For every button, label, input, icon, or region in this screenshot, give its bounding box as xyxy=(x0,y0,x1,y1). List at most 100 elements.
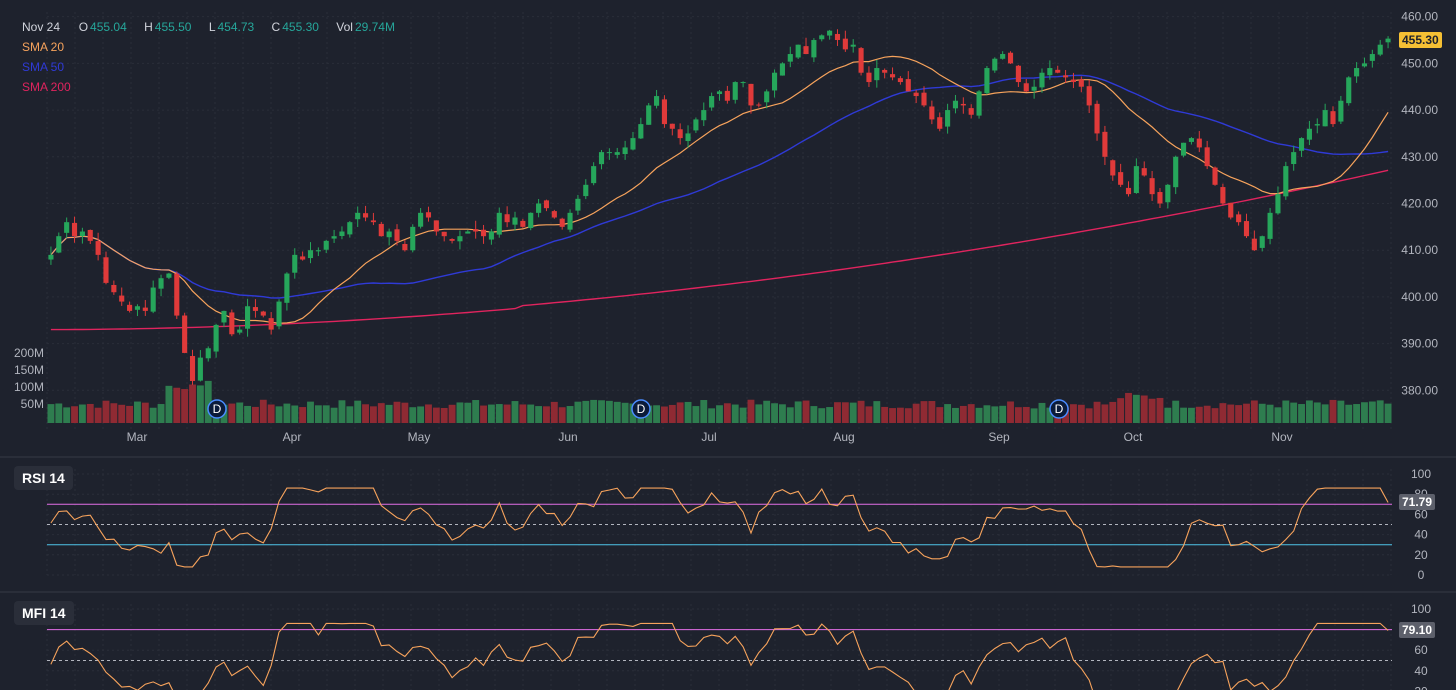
candle-body xyxy=(992,58,998,71)
candle-body xyxy=(716,91,723,95)
candle-body xyxy=(56,236,62,253)
volume-bar xyxy=(959,405,967,423)
volume-bar xyxy=(881,406,889,423)
volume-bar xyxy=(786,407,794,423)
close-label: C xyxy=(271,20,281,34)
candle-body xyxy=(465,231,471,234)
month-label: Sep xyxy=(988,430,1010,444)
candle-body xyxy=(1015,65,1021,83)
volume-bar xyxy=(1321,404,1329,423)
volume-bar xyxy=(448,404,456,423)
candle-body xyxy=(606,152,612,154)
volume-bar xyxy=(613,401,621,423)
mfi-line xyxy=(50,622,1389,690)
candle-body xyxy=(732,82,738,100)
candle-body xyxy=(1007,52,1014,64)
volume-bar xyxy=(330,407,338,423)
rsi-tick-label: 0 xyxy=(1418,568,1425,582)
volume-bar xyxy=(834,402,841,423)
volume-value: 29.74M xyxy=(354,20,395,34)
candle-body xyxy=(488,231,494,240)
candle-body xyxy=(1204,147,1210,167)
candle-body xyxy=(512,217,518,225)
candle-body xyxy=(197,357,203,381)
candle-body xyxy=(1369,54,1375,61)
candle-body xyxy=(937,117,943,129)
dividend-marker-icon xyxy=(1049,399,1069,419)
volume-bar xyxy=(1140,395,1148,423)
candle-body xyxy=(646,105,652,125)
candle-body xyxy=(882,69,888,73)
volume-bar xyxy=(1353,404,1361,423)
volume-bar xyxy=(322,405,330,423)
candle-body xyxy=(347,222,353,235)
month-label: Jul xyxy=(701,430,716,444)
candle-body xyxy=(952,100,959,109)
candle-body xyxy=(1165,184,1171,203)
legend-sma200[interactable]: SMA 200 xyxy=(22,80,71,94)
low-label: L xyxy=(208,20,216,34)
candle-body xyxy=(119,295,125,302)
volume-tick-label: 200M xyxy=(14,346,44,360)
volume-bar xyxy=(283,403,291,423)
candle-body xyxy=(1228,202,1234,218)
volume-bar xyxy=(519,404,527,423)
volume-bar xyxy=(1258,403,1266,423)
volume-bar xyxy=(307,401,314,423)
volume-label: Vol xyxy=(336,20,353,34)
candle-body xyxy=(543,200,550,209)
volume-bar xyxy=(826,407,834,423)
volume-bar xyxy=(118,404,126,423)
candle-body xyxy=(724,90,730,101)
volume-bar xyxy=(47,404,55,423)
candle-body xyxy=(1275,194,1281,214)
volume-bar xyxy=(889,408,896,423)
candle-body xyxy=(897,78,903,83)
candle-body xyxy=(1181,142,1187,156)
volume-bar xyxy=(558,407,566,423)
candle-body xyxy=(1377,44,1383,55)
volume-bar xyxy=(975,407,983,423)
volume-bar xyxy=(928,401,936,423)
rsi-panel-title[interactable]: RSI 14 xyxy=(14,466,73,490)
volume-bar xyxy=(1109,401,1117,423)
legend-sma50[interactable]: SMA 50 xyxy=(22,60,65,74)
candle-body xyxy=(740,82,746,84)
volume-bar xyxy=(1235,405,1243,423)
volume-bar xyxy=(794,401,802,423)
candle-body xyxy=(693,119,699,131)
volume-bar xyxy=(582,400,590,423)
candle-body xyxy=(567,212,573,230)
volume-bar xyxy=(228,403,236,423)
volume-bar xyxy=(857,400,865,423)
legend-sma20[interactable]: SMA 20 xyxy=(22,40,65,54)
volume-bar xyxy=(126,405,134,423)
candle-body xyxy=(551,211,557,218)
candle-body xyxy=(795,44,801,58)
volume-bar xyxy=(495,404,503,423)
candle-body xyxy=(1070,79,1077,83)
volume-bar xyxy=(1046,407,1054,423)
candle-body xyxy=(1086,86,1092,106)
candle-body xyxy=(638,124,644,139)
candle-body xyxy=(803,46,809,55)
candle-body xyxy=(1251,238,1257,251)
volume-bar xyxy=(653,405,661,423)
candle-body xyxy=(1259,236,1265,248)
volume-bar xyxy=(236,402,244,423)
volume-bar xyxy=(503,404,511,423)
volume-bar xyxy=(401,402,409,423)
candle-body xyxy=(842,38,848,50)
sma50-line xyxy=(50,74,1389,299)
candle-body xyxy=(591,166,597,184)
candle-body xyxy=(1220,187,1226,204)
mfi-panel-title[interactable]: MFI 14 xyxy=(14,601,74,625)
candle-body xyxy=(111,284,117,293)
volume-bar xyxy=(204,380,212,423)
volume-bar xyxy=(1172,400,1180,423)
rsi-tick-label: 20 xyxy=(1414,548,1428,562)
candle-body xyxy=(709,96,715,108)
candle-body xyxy=(536,203,542,213)
volume-bar xyxy=(755,404,763,423)
